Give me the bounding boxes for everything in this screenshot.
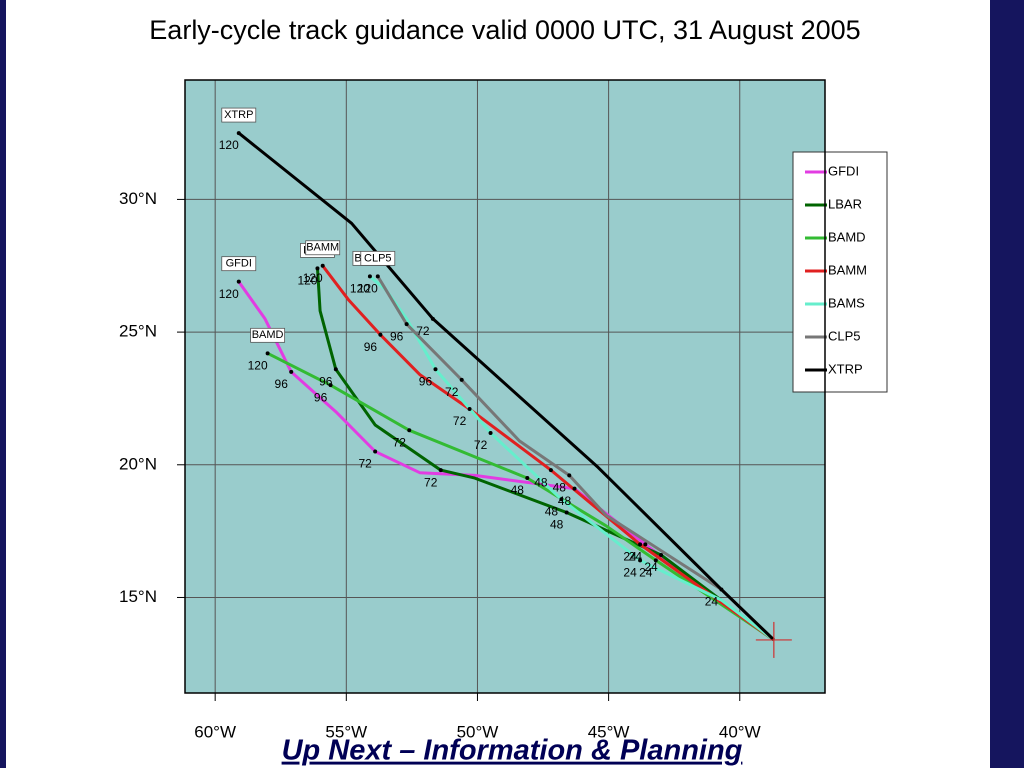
hour-label: 120: [248, 359, 268, 373]
track-point: [367, 274, 372, 279]
plot-area: [185, 80, 825, 693]
y-tick-label: 20°N: [119, 454, 157, 473]
hour-label: 72: [358, 457, 372, 471]
x-tick-label: 60°W: [194, 722, 236, 741]
track-point: [643, 542, 648, 547]
track-point: [407, 428, 412, 433]
hour-label: 72: [453, 414, 467, 428]
track-point: [719, 587, 724, 592]
legend-label: LBAR: [828, 196, 862, 211]
hour-label: 120: [303, 271, 323, 285]
x-tick-label: 45°W: [588, 722, 630, 741]
hour-label: 96: [275, 377, 289, 391]
hour-label: 120: [219, 138, 239, 152]
track-point: [572, 486, 577, 491]
model-label: CLP5: [364, 252, 392, 264]
hour-label: 72: [474, 438, 488, 452]
model-label-box: [305, 240, 341, 256]
track-line: [237, 131, 775, 641]
model-label: XTRP: [224, 109, 253, 121]
legend-label: BAMS: [828, 295, 865, 310]
track-point: [265, 351, 270, 356]
track-line: [376, 275, 775, 641]
track-point: [564, 510, 569, 515]
track-point: [373, 449, 378, 454]
track-point: [438, 468, 443, 473]
track-point: [320, 263, 325, 268]
hour-label: 48: [511, 483, 525, 497]
hour-label: 72: [393, 435, 407, 449]
x-tick-label: 50°W: [457, 722, 499, 741]
y-tick-label: 25°N: [119, 322, 157, 341]
hour-label: 48: [545, 504, 559, 518]
track-point: [559, 497, 564, 502]
track-point: [430, 316, 435, 321]
track-point: [653, 558, 658, 563]
legend-label: XTRP: [828, 361, 863, 376]
model-label-box: [221, 107, 257, 123]
track-point: [638, 558, 643, 563]
hour-label: 96: [364, 340, 378, 354]
hour-label: 120: [297, 274, 317, 288]
model-label-box: [221, 256, 257, 272]
track-point: [459, 377, 464, 382]
track-point: [236, 279, 241, 284]
model-label-box: [360, 250, 396, 266]
track-point: [315, 266, 320, 271]
legend-label: BAMM: [828, 262, 867, 277]
track-point: [548, 468, 553, 473]
track-line: [321, 264, 775, 642]
track-point: [488, 430, 493, 435]
track-point: [289, 369, 294, 374]
track-point: [638, 542, 643, 547]
hour-label: 48: [550, 518, 564, 532]
plot-layer: 24 48 72 96 120 GFDI 24 48 72 96 120 LBAR 24 48 72 96 12…: [185, 80, 888, 693]
hour-label: 24: [705, 595, 719, 609]
y-tick-label: 15°N: [119, 587, 157, 606]
track-point: [467, 407, 472, 412]
hour-label: 120: [219, 287, 239, 301]
slide-caption: Up Next – Information & Planning: [282, 735, 743, 767]
hour-label: 72: [445, 385, 459, 399]
track-point: [567, 473, 572, 478]
hour-label: 24: [644, 560, 658, 574]
hour-label: 96: [419, 374, 433, 388]
track-point: [659, 553, 664, 558]
hour-label: 120: [350, 282, 370, 296]
hour-label: 72: [416, 324, 430, 338]
track-point: [433, 367, 438, 372]
hour-label: 72: [424, 475, 438, 489]
model-label-box: [250, 327, 286, 343]
hour-label: 48: [553, 481, 567, 495]
track-point: [525, 476, 530, 481]
plot-border: [184, 79, 826, 694]
model-label: BAMD: [252, 329, 284, 341]
track-point: [328, 383, 333, 388]
track-point: [236, 131, 241, 136]
y-tick-label: 30°N: [119, 189, 157, 208]
hour-label: 120: [358, 282, 378, 296]
hour-label: 24: [623, 565, 637, 579]
hour-label: 48: [534, 475, 548, 489]
hour-label: 24: [623, 550, 637, 564]
track-point: [378, 332, 383, 337]
hour-label: 48: [558, 494, 572, 508]
model-label: GFDI: [226, 258, 252, 270]
model-label: BAMM: [306, 242, 339, 254]
chart-title: Early-cycle track guidance valid 0000 UT…: [149, 15, 860, 45]
legend-label: GFDI: [828, 163, 859, 178]
track-point: [375, 274, 380, 279]
track-point: [333, 367, 338, 372]
hour-label: 96: [390, 329, 404, 343]
hour-label: 24: [639, 565, 653, 579]
track-point: [404, 322, 409, 327]
hour-label: 96: [314, 390, 328, 404]
legend-label: BAMD: [828, 229, 866, 244]
legend-label: CLP5: [828, 328, 861, 343]
x-tick-label: 40°W: [719, 722, 761, 741]
x-tick-label: 55°W: [325, 722, 367, 741]
